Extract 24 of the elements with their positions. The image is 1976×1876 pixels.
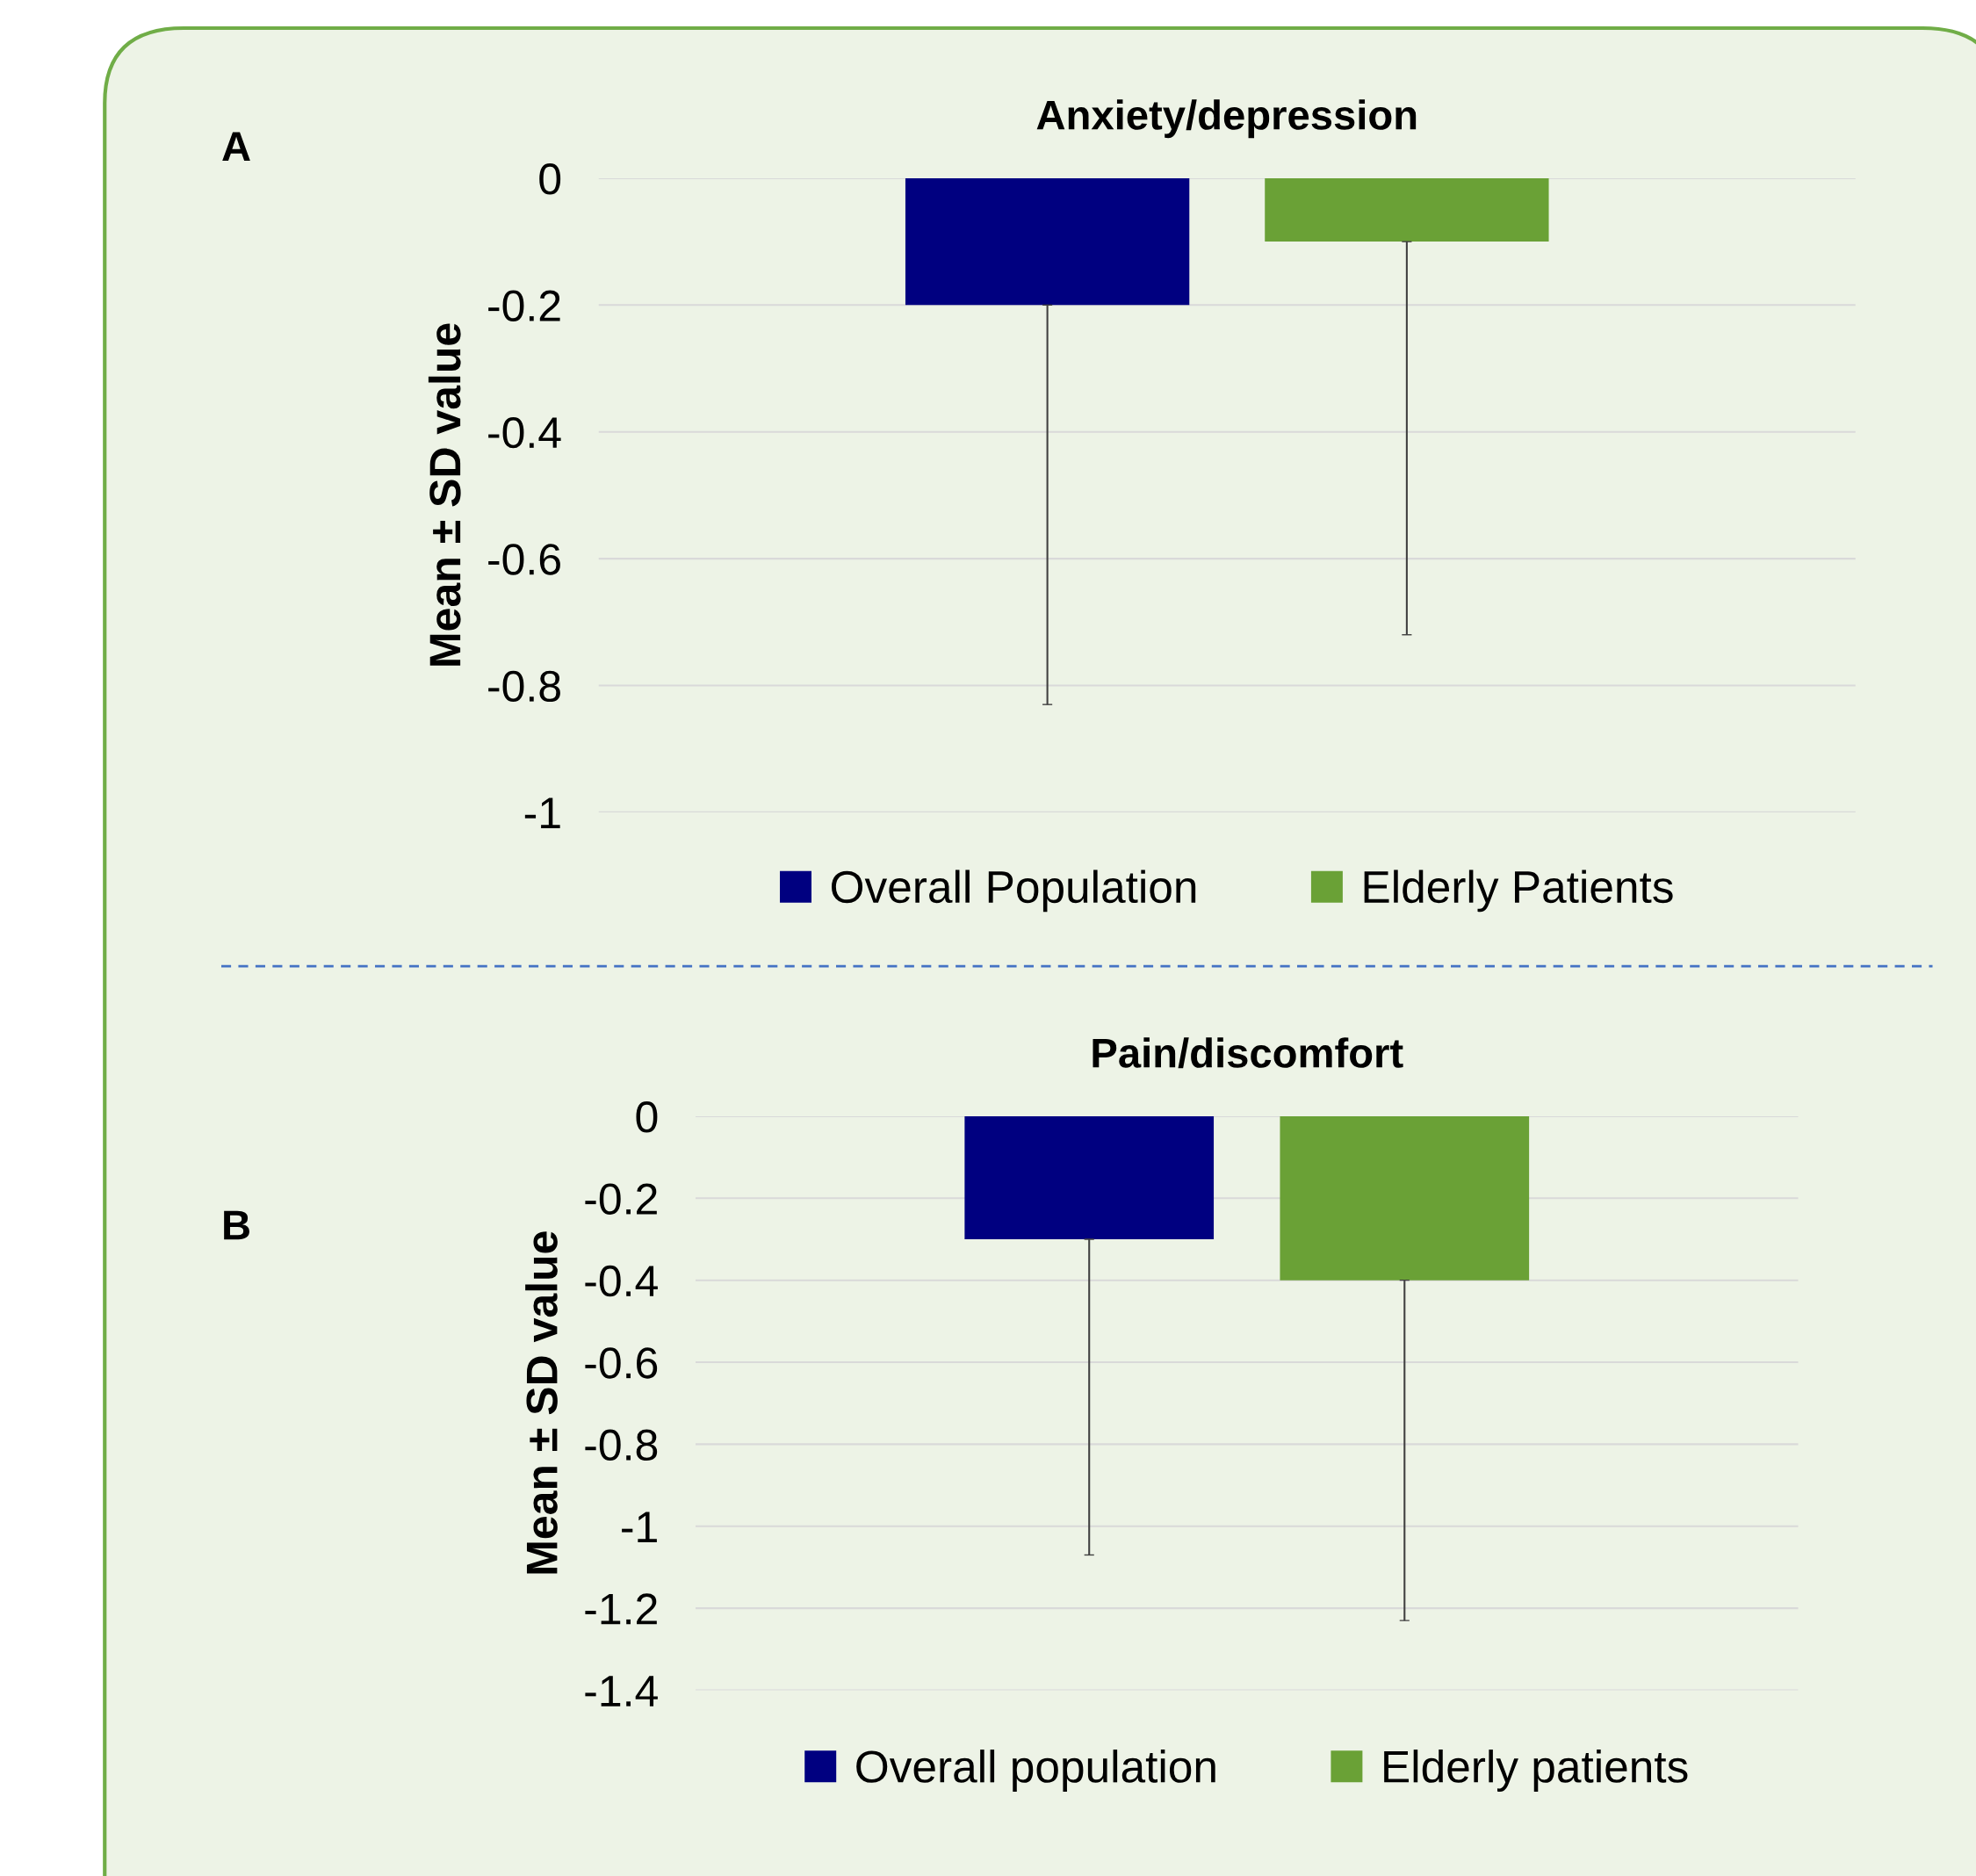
y-tick-label: 0 [539,163,561,195]
text: A [222,132,250,162]
y-tick-label: -0.2 [585,1183,657,1215]
legend-label: Elderly patients [1384,1750,1688,1792]
legend-label: Elderly Patients [1364,869,1673,913]
y-tick-label: -1.4 [585,1676,658,1706]
y-tick-label: 0 [636,1101,658,1133]
y-tick-label: -0.6 [488,544,560,575]
chart-title: Pain/discomfort [1093,1037,1403,1069]
y-tick-label: -1 [524,797,560,829]
y-tick-label: -0.6 [585,1347,658,1379]
y-tick-label: -0.8 [585,1429,658,1461]
y-tick-label: -0.4 [488,416,561,449]
y-axis-title: Mean ± SD value [428,323,461,666]
y-tick-label: -0.2 [488,290,560,321]
y-tick-label: -1.2 [585,1593,657,1625]
legend-label: Overall population [856,1750,1215,1792]
chart-title: Anxiety/depression [1036,99,1417,139]
y-tick-label: -1 [622,1512,657,1542]
legend-label: Overall Population [831,869,1196,913]
y-axis-title: Mean ± SD value [525,1231,558,1574]
y-tick-label: -0.8 [488,670,560,703]
text: B [224,1210,249,1240]
y-tick-label: -0.4 [585,1265,658,1297]
